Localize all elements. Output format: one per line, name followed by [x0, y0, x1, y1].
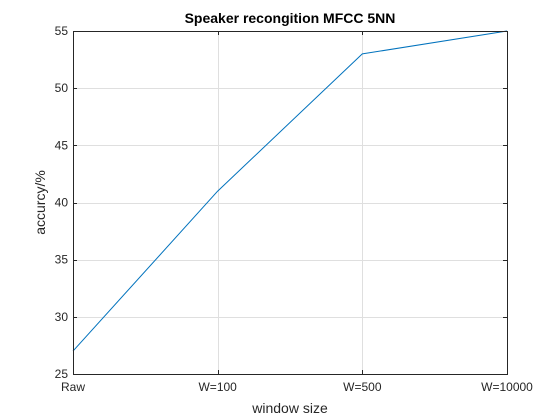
y-tick-label: 50 [55, 81, 69, 95]
y-tick-label: 55 [55, 24, 69, 38]
y-axis-label: accurcy/% [32, 170, 48, 235]
y-tick-label: 45 [55, 138, 69, 152]
x-axis-label: window size [251, 400, 328, 416]
x-tick-labels: Raw W=100 W=500 W=10000 [61, 380, 533, 394]
x-tick-label: W=10000 [481, 380, 533, 394]
tick-marks [73, 31, 508, 375]
y-tick-label: 25 [55, 367, 69, 381]
y-tick-labels: 25 30 35 40 45 50 55 [55, 24, 69, 381]
x-tick-label: Raw [61, 380, 85, 394]
x-tick-label: W=100 [198, 380, 237, 394]
x-tick-label: W=500 [343, 380, 382, 394]
y-tick-label: 30 [55, 310, 69, 324]
series-line [72, 30, 508, 352]
series-layer [72, 30, 508, 352]
y-tick-label: 40 [55, 196, 69, 210]
chart-title: Speaker recongition MFCC 5NN [185, 10, 396, 26]
y-tick-label: 35 [55, 253, 69, 267]
